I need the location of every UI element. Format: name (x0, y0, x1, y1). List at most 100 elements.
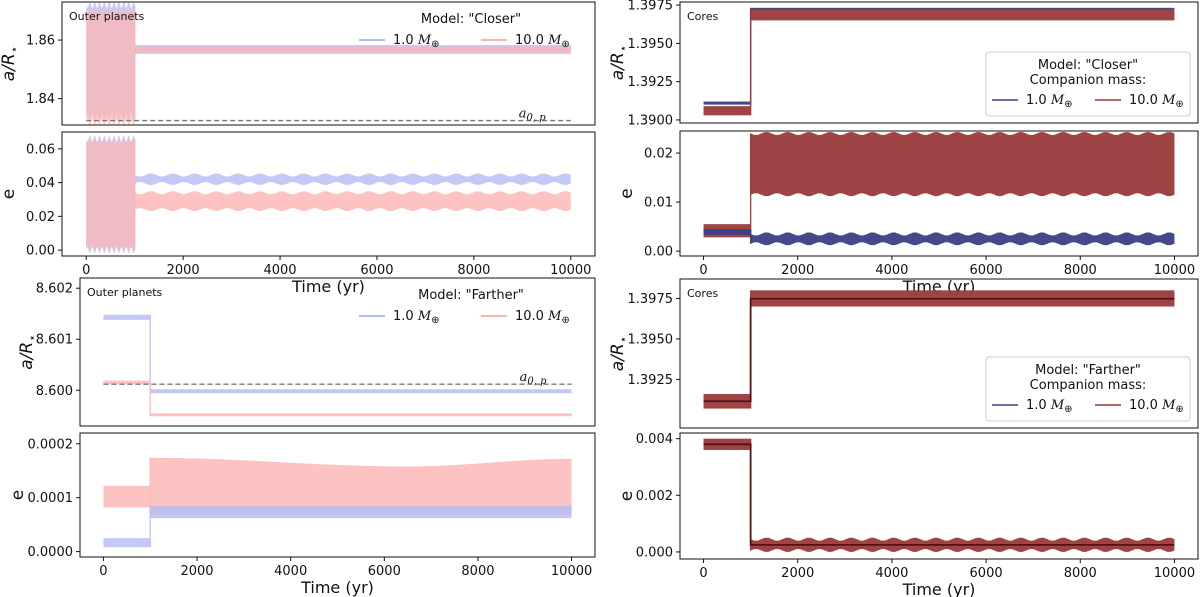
panel-farther-outer-a: a0, p 8.600 8.601 8.602 a/R⋆ Outer planets Mod… (17, 277, 596, 427)
x-axis-label: Time (yr) (902, 580, 976, 597)
x-tick-label: 0 (99, 564, 107, 579)
y-tick-label: 0.02 (644, 147, 673, 162)
axes-frame (61, 1, 596, 126)
axes-frame (79, 277, 596, 427)
y-axis-label: a/R⋆ (17, 334, 39, 369)
series-10-0-before (86, 7, 135, 125)
y-tick-label: 0.0001 (28, 491, 74, 506)
axes-frame (61, 131, 596, 257)
y-tick-label: 0.06 (26, 142, 55, 157)
y-tick-label: 1.3950 (628, 332, 674, 347)
y-axis-label: a/R⋆ (0, 46, 21, 81)
x-tick-label: 0 (699, 566, 707, 581)
series-10-0-before (703, 106, 751, 116)
series-10-0-after (750, 9, 1175, 21)
legend-title: Model: "Farther" (1035, 363, 1141, 378)
y-tick-label: 1.3900 (628, 113, 674, 128)
x-tick-label: 6000 (360, 263, 393, 278)
legend: Model: "Closer"Companion mass: 1.0 M⊕ 10.0… (985, 51, 1191, 117)
y-tick-label: 1.86 (26, 34, 55, 49)
legend: Model: "Closer" 1.0 M⊕ 10.0 M⊕ (359, 12, 570, 50)
series-10-0 (703, 9, 1175, 116)
plot-area (703, 7, 1175, 116)
axes-frame (679, 130, 1199, 257)
panel-closer-outer-e: 0.00 0.02 0.04 0.06 0 2000 4000 6000 8000 10000 Ti… (0, 131, 596, 296)
x-tick-label: 10000 (551, 564, 592, 579)
y-tick-label: 0.00 (26, 244, 55, 259)
series-10-0 (103, 457, 572, 515)
x-tick-label: 2000 (167, 263, 200, 278)
series-10-0-after (134, 46, 571, 53)
series-1-0-before (703, 229, 751, 235)
series-1-0-after (750, 232, 1175, 246)
y-tick-label: 0.002 (636, 489, 673, 504)
panel-farther-cores-e: 0.000 0.002 0.004 0 2000 4000 6000 8000 10000 Tim… (617, 432, 1199, 597)
series-1-0-before (703, 101, 751, 105)
series-10-0-before (86, 137, 135, 252)
y-axis-label: e (8, 490, 28, 500)
y-tick-label: 1.84 (26, 92, 55, 107)
x-tick-label: 6000 (970, 566, 1003, 581)
series-10-0-after (150, 413, 572, 417)
panel-label: Outer planets (69, 10, 145, 23)
legend-subtitle: Companion mass: (1030, 378, 1147, 393)
y-tick-label: 0.01 (644, 196, 673, 211)
series-10-0 (103, 380, 572, 417)
x-tick-label: 8000 (461, 564, 494, 579)
panel-farther-outer-e: 0.0000 0.0001 0.0002 0 2000 4000 6000 8000 10000… (8, 432, 596, 597)
y-tick-label: 1.3925 (628, 75, 674, 90)
y-tick-label: 0.0000 (28, 545, 74, 560)
y-tick-label: 8.602 (36, 282, 73, 297)
y-tick-label: 0.004 (636, 432, 673, 447)
panel-closer-outer-a: a0, p 1.84 1.86 a/R⋆ Outer planets Model: "Cl… (0, 1, 596, 126)
series-1-0 (703, 443, 1175, 546)
y-tick-label: 0.000 (636, 545, 673, 560)
plot-area (703, 132, 1175, 246)
x-axis-label: Time (yr) (291, 277, 365, 296)
x-tick-label: 8000 (1064, 566, 1097, 581)
x-tick-label: 10000 (1154, 263, 1195, 278)
plot-area (103, 457, 572, 548)
legend-box (985, 356, 1191, 422)
x-tick-label: 0 (699, 263, 707, 278)
legend-box (985, 51, 1191, 117)
x-tick-label: 6000 (368, 564, 401, 579)
y-tick-label: 1.3925 (628, 373, 674, 388)
x-tick-label: 10000 (550, 263, 591, 278)
y-tick-label: 1.3975 (628, 0, 674, 14)
x-tick-label: 2000 (180, 564, 213, 579)
series-1-0-median-line (703, 443, 1175, 546)
y-axis-label: e (617, 491, 637, 501)
x-tick-label: 4000 (263, 263, 296, 278)
series-1-0 (103, 505, 572, 548)
plot-area (86, 135, 571, 254)
series-10-0-after (150, 457, 572, 515)
series-10-0-before (103, 380, 151, 385)
legend-label-0: 1.0 M⊕ (393, 33, 440, 50)
x-tick-label: 2000 (781, 263, 814, 278)
reference-line-label: a0, p (520, 370, 547, 387)
series-1-0 (103, 314, 572, 394)
legend-label-1: 10.0 M⊕ (1129, 93, 1184, 110)
panel-farther-cores-a: 1.3925 1.3950 1.3975 a/R⋆ Cores Model: "Farth… (608, 278, 1199, 429)
y-tick-label: 8.601 (36, 333, 73, 348)
axes-frame (679, 278, 1199, 429)
y-tick-label: 1.3975 (628, 292, 674, 307)
legend-label-0: 1.0 M⊕ (393, 309, 440, 326)
y-tick-label: 0.0002 (28, 437, 74, 452)
series-1-0-after (750, 7, 1175, 10)
x-tick-label: 8000 (1064, 263, 1097, 278)
legend-label-0: 1.0 M⊕ (1026, 93, 1073, 110)
y-tick-label: 0.00 (644, 245, 673, 260)
axes-frame (679, 1, 1199, 124)
legend-label-0: 1.0 M⊕ (1026, 398, 1073, 415)
x-tick-label: 4000 (875, 263, 908, 278)
y-axis-label: e (617, 188, 637, 198)
y-axis-label: a/R⋆ (608, 45, 630, 80)
series-1-0 (703, 297, 1175, 403)
y-tick-label: 0.04 (26, 176, 55, 191)
panel-closer-cores-a: 1.3900 1.3925 1.3950 1.3975 a/R⋆ Cores Model: … (608, 0, 1199, 128)
x-tick-label: 0 (82, 263, 90, 278)
